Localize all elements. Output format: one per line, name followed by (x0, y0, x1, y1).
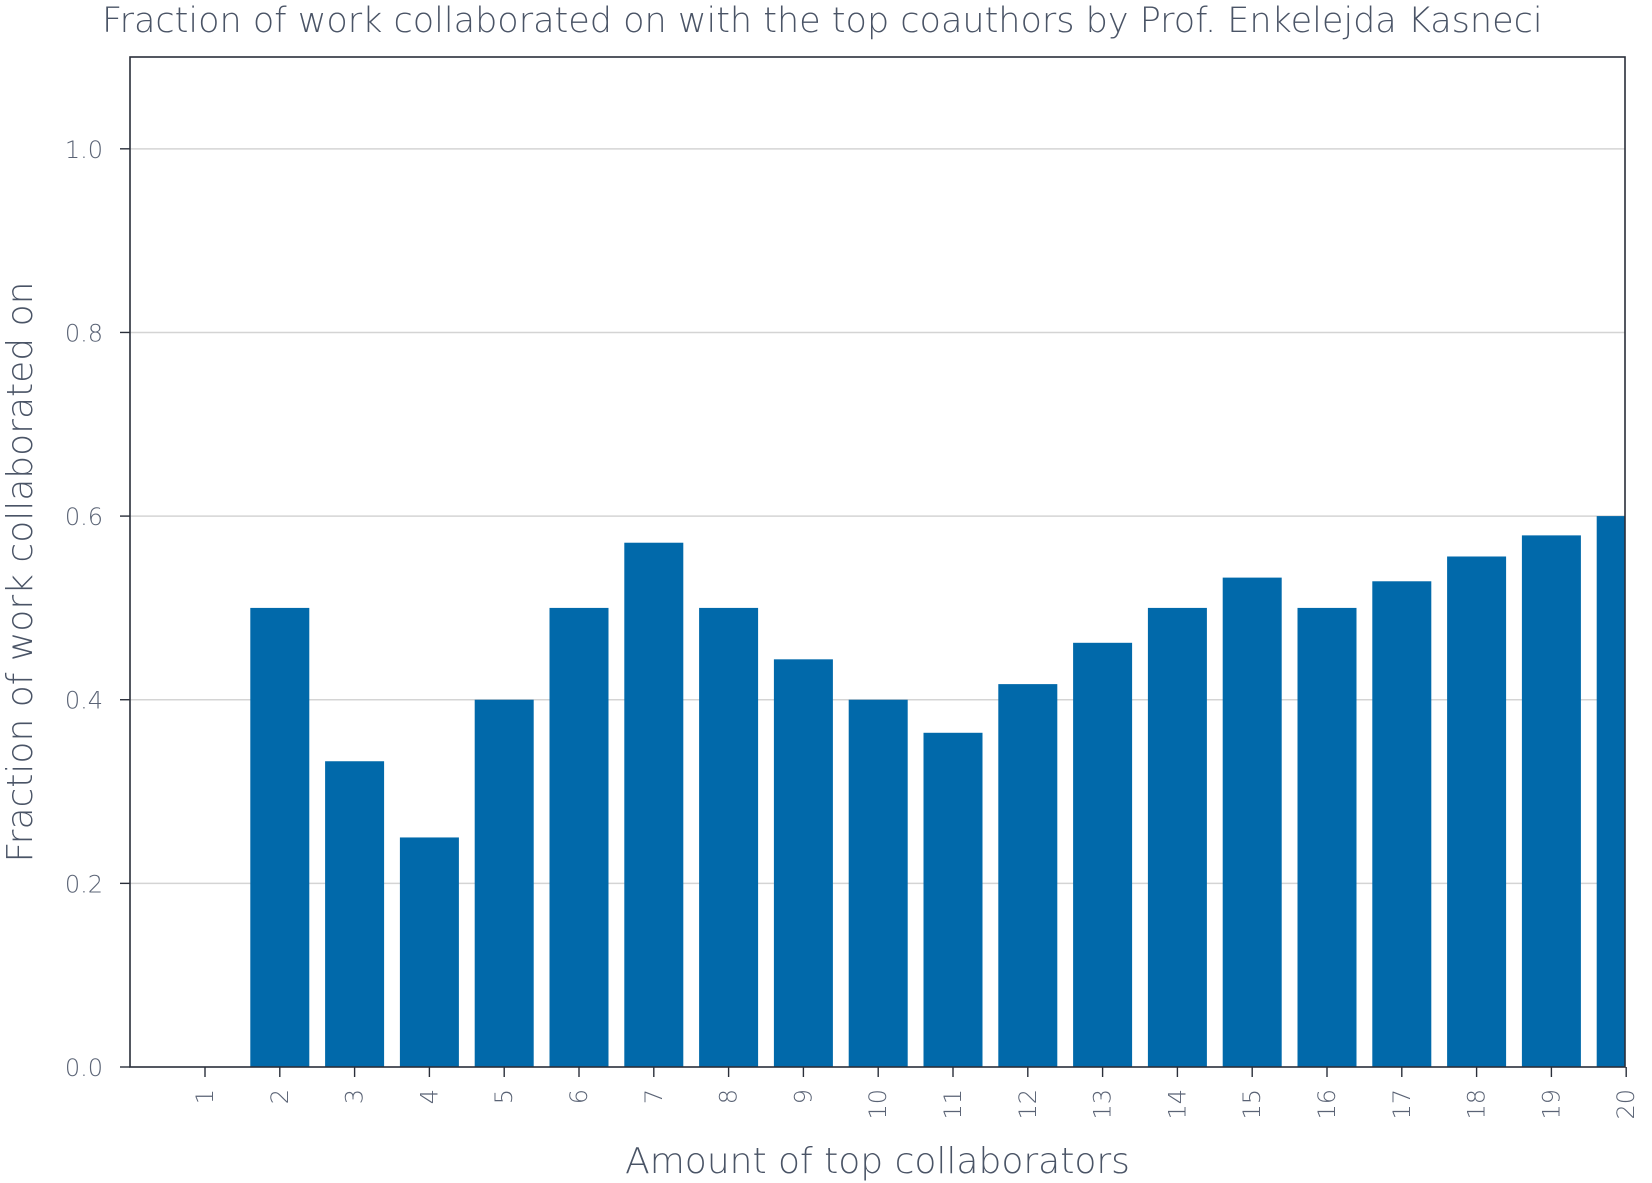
y-tick-label: 0.0 (65, 1054, 103, 1082)
x-tick-label: 6 (565, 1089, 593, 1104)
x-tick-label: 19 (1537, 1089, 1565, 1120)
x-tick-label: 8 (715, 1089, 743, 1104)
bar (1073, 642, 1133, 1067)
x-tick-label: 7 (640, 1089, 668, 1104)
bar (474, 699, 534, 1067)
bar (1596, 516, 1625, 1067)
x-tick-label: 5 (490, 1089, 518, 1104)
bar (1372, 581, 1432, 1067)
x-axis-label: Amount of top collaborators (625, 1141, 1130, 1182)
bar (250, 607, 310, 1067)
y-axis-ticks: 0.0 0.2 0.4 0.6 0.8 1.0 (65, 136, 130, 1082)
x-tick-label: 4 (415, 1089, 443, 1104)
bar (923, 732, 983, 1067)
bar (773, 659, 833, 1067)
y-axis-label: Fraction of work collaborated on (0, 282, 41, 863)
x-tick-label: 10 (864, 1089, 892, 1120)
bar (848, 699, 908, 1067)
x-tick-label: 1 (191, 1089, 219, 1104)
y-tick-label: 0.2 (65, 870, 103, 898)
bar (998, 684, 1058, 1067)
x-axis-ticks: 1 2 3 4 5 6 7 8 9 10 11 12 13 14 15 16 17 18 19 20 (191, 1067, 1640, 1120)
y-tick-label: 0.6 (65, 503, 103, 531)
bar (325, 761, 385, 1067)
y-tick-label: 1.0 (65, 136, 103, 164)
bar (399, 837, 459, 1067)
x-tick-label: 3 (341, 1089, 369, 1104)
x-tick-label: 12 (1014, 1089, 1042, 1120)
x-tick-label: 20 (1612, 1089, 1640, 1120)
bar (1521, 535, 1581, 1067)
bar (549, 607, 609, 1067)
x-tick-label: 11 (939, 1089, 967, 1120)
bar (624, 542, 684, 1067)
x-tick-label: 14 (1163, 1089, 1191, 1120)
y-tick-label: 0.4 (65, 687, 103, 715)
bar (1297, 607, 1357, 1067)
chart-title: Fraction of work collaborated on with th… (102, 1, 1543, 41)
bar (1222, 577, 1282, 1067)
x-tick-label: 9 (789, 1089, 817, 1104)
x-tick-label: 18 (1463, 1089, 1491, 1120)
bar (699, 607, 759, 1067)
y-tick-label: 0.8 (65, 319, 103, 347)
bars (250, 516, 1625, 1067)
bar (1447, 556, 1507, 1067)
x-tick-label: 17 (1388, 1089, 1416, 1120)
x-tick-label: 15 (1238, 1089, 1266, 1120)
bar (1147, 607, 1207, 1067)
x-tick-label: 16 (1313, 1089, 1341, 1120)
x-tick-label: 2 (266, 1089, 294, 1104)
x-tick-label: 13 (1089, 1089, 1117, 1120)
